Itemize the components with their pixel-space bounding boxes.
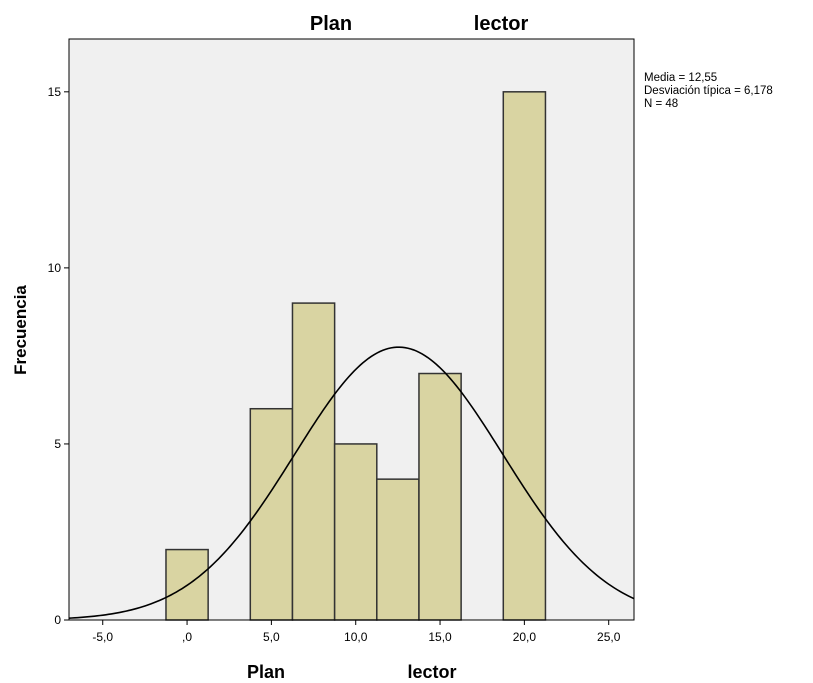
histogram-bar-6 — [418, 372, 462, 621]
x-tick-label: 5,0 — [263, 630, 280, 644]
histogram-bar-4 — [333, 443, 378, 621]
x-tick-label: 15,0 — [428, 630, 452, 644]
histogram-bars — [165, 91, 547, 621]
chart-title-part-1: Plan — [310, 13, 352, 35]
x-tick-label: 20,0 — [513, 630, 537, 644]
x-axis-label-part-1: Plan — [247, 662, 285, 682]
y-tick-label: 10 — [48, 261, 62, 275]
histogram-bar-7 — [502, 91, 547, 621]
normal-curve — [68, 346, 635, 619]
x-tick-label: 25,0 — [597, 630, 621, 644]
x-axis-label-part-2: lector — [407, 662, 456, 682]
y-tick-label: 0 — [54, 613, 61, 627]
histogram-bar-5 — [376, 478, 420, 621]
x-tick-label: 10,0 — [344, 630, 368, 644]
x-tick-label: -5,0 — [92, 630, 113, 644]
y-tick-label: 15 — [48, 85, 62, 99]
stat-n: N = 48 — [644, 98, 678, 110]
y-axis-label: Frecuencia — [11, 285, 30, 375]
histogram-bar-3 — [291, 302, 336, 621]
x-axis-ticks: -5,0 ,0 5,0 10,0 15,0 20,0 25,0 — [92, 620, 621, 644]
y-axis-ticks: 0 5 10 15 — [48, 85, 69, 627]
y-tick-label: 5 — [54, 437, 61, 451]
histogram-bar-2 — [249, 407, 294, 621]
chart-title-part-2: lector — [474, 13, 529, 35]
stat-mean: Media = 12,55 — [644, 72, 717, 84]
stat-std-dev: Desviación típica = 6,178 — [644, 85, 773, 97]
x-tick-label: ,0 — [182, 630, 192, 644]
stats-legend: Media = 12,55 Desviación típica = 6,178 … — [644, 72, 773, 110]
